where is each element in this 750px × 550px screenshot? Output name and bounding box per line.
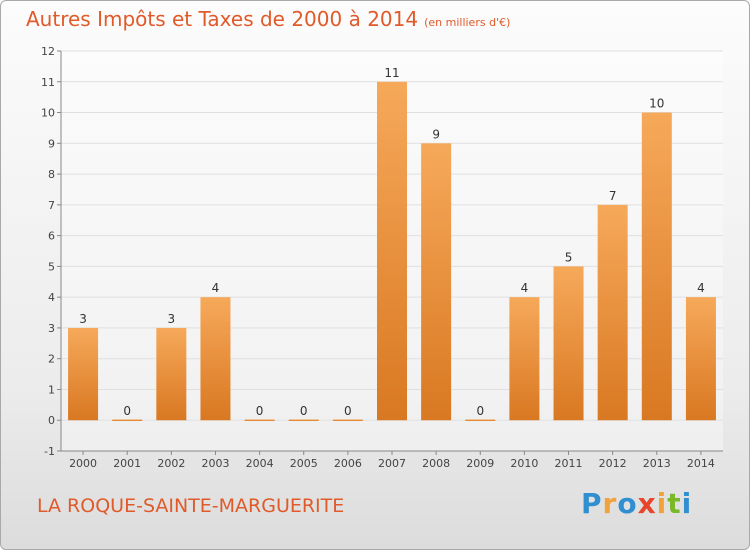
bar [288,419,319,421]
y-tick-label: 10 [41,107,55,120]
bar [200,297,231,421]
bar [597,204,628,421]
data-label: 5 [565,250,573,264]
y-tick-label: 3 [48,322,55,335]
data-label: 0 [256,404,264,418]
x-tick-label: 2004 [246,457,274,470]
chart-title-text: Autres Impôts et Taxes de 2000 à 2014 [26,7,419,31]
x-tick-label: 2007 [378,457,406,470]
bar [685,297,716,421]
y-tick-label: 2 [48,353,55,366]
x-tick-label: 2002 [157,457,185,470]
data-label: 7 [609,189,617,203]
x-tick-label: 2000 [69,457,97,470]
data-label: 0 [476,404,484,418]
bar [112,419,143,421]
data-label: 0 [300,404,308,418]
x-tick-label: 2014 [687,457,715,470]
bar [68,327,99,421]
logo-letter: i [681,487,693,520]
x-tick-label: 2003 [201,457,229,470]
data-label: 0 [123,404,131,418]
data-label: 10 [649,97,664,111]
bar [553,266,584,421]
data-label: 4 [697,281,705,295]
y-tick-label: 8 [48,168,55,181]
data-label: 11 [384,66,399,80]
y-tick-label: 7 [48,199,55,212]
chart-title: Autres Impôts et Taxes de 2000 à 2014 (en… [26,7,510,31]
x-tick-label: 2008 [422,457,450,470]
bar [244,419,275,421]
logo-letter: P [581,487,603,520]
logo-letter: x [637,487,657,520]
bar [421,143,452,421]
bar [332,419,363,421]
bar [509,297,540,421]
data-label: 4 [521,281,529,295]
y-tick-label: 9 [48,137,55,150]
y-tick-label: 0 [48,414,55,427]
y-tick-label: -1 [44,445,55,458]
data-label: 3 [79,312,87,326]
data-label: 9 [432,127,440,141]
logo-letter: i [656,487,668,520]
x-tick-label: 2013 [643,457,671,470]
data-label: 0 [344,404,352,418]
logo-letter: t [667,487,682,520]
y-tick-label: 6 [48,230,55,243]
data-label: 4 [212,281,220,295]
x-tick-label: 2009 [466,457,494,470]
bar [465,419,496,421]
y-tick-label: 12 [41,45,55,58]
x-tick-label: 2011 [555,457,583,470]
data-label: 3 [168,312,176,326]
y-tick-label: 4 [48,291,55,304]
place-name: LA ROQUE-SAINTE-MARGUERITE [37,495,345,517]
proxiti-logo: Proxiti [581,487,692,520]
y-tick-label: 11 [41,76,55,89]
logo-letter: r [602,487,618,520]
x-tick-label: 2010 [510,457,538,470]
x-tick-label: 2012 [599,457,627,470]
logo-letter: o [617,487,638,520]
bar [377,81,407,421]
x-tick-label: 2005 [290,457,318,470]
y-tick-label: 1 [48,383,55,396]
bar [156,327,187,421]
x-tick-label: 2001 [113,457,141,470]
bar [641,112,672,421]
y-tick-label: 5 [48,260,55,273]
chart-unit: (en milliers d'€) [424,16,511,29]
x-tick-label: 2006 [334,457,362,470]
